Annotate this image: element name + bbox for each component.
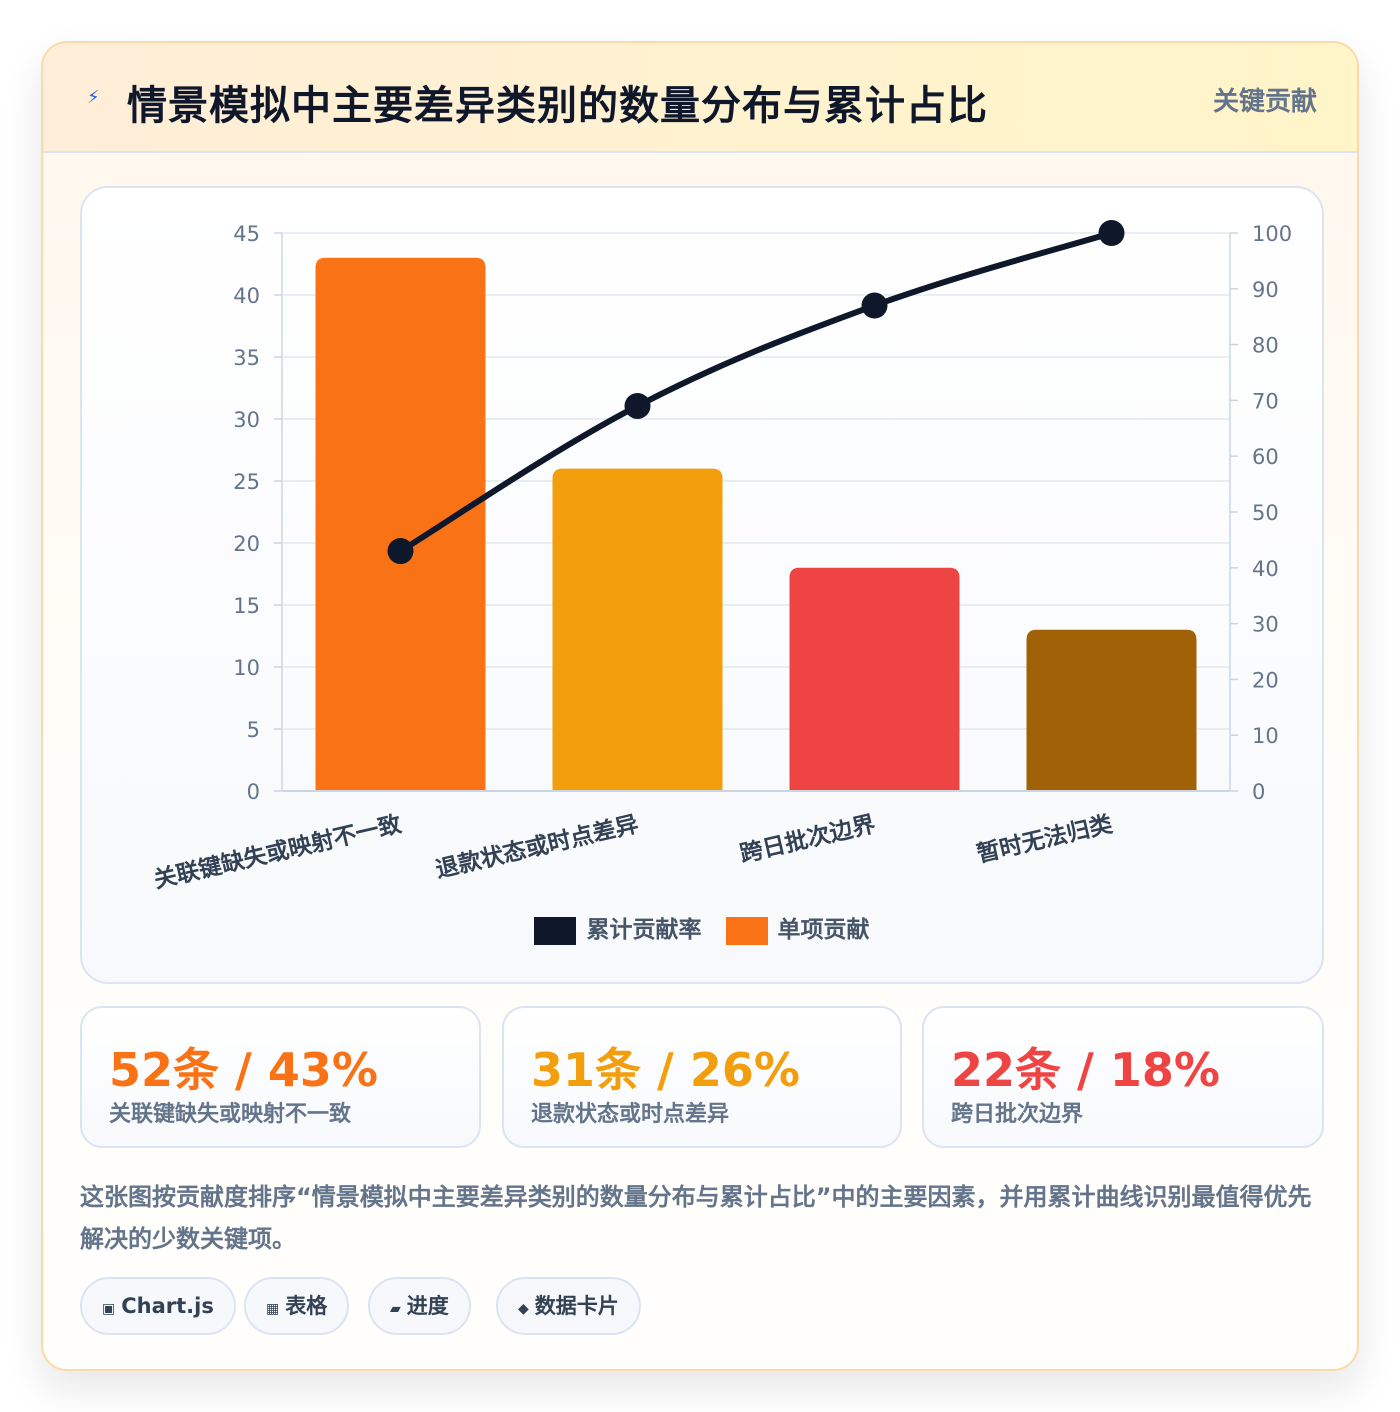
chart-icon: ▣ — [102, 1301, 116, 1317]
cumulative-point — [1098, 220, 1125, 246]
y-right-tick-label: 90 — [1252, 278, 1279, 302]
stat-value: 22条 / 18% — [951, 1043, 1220, 1097]
progress-icon: ▰ — [390, 1301, 401, 1317]
y-left-tick-label: 40 — [233, 284, 260, 308]
y-left-tick-label: 10 — [233, 656, 260, 680]
y-right-tick-label: 30 — [1252, 613, 1279, 637]
y-left-tick-label: 35 — [233, 346, 260, 370]
bar — [789, 567, 960, 791]
stat-card-2: 31条 / 26% 退款状态或时点差异 — [502, 1006, 902, 1148]
y-right-tick-label: 20 — [1252, 668, 1279, 692]
table-icon: ▦ — [266, 1301, 280, 1317]
stat-cards: 52条 / 43% 关联键缺失或映射不一致 31条 / 26% 退款状态或时点差… — [80, 1006, 1324, 1148]
y-right-tick-label: 50 — [1252, 501, 1279, 525]
tag-chartjs[interactable]: ▣ Chart.js — [80, 1277, 236, 1335]
x-tick-label: 退款状态或时点差异 — [433, 811, 641, 884]
chart-legend: 累计贡献率 单项贡献 — [82, 910, 1322, 945]
report-card: ⚡ 情景模拟中主要差异类别的数量分布与累计占比 关键贡献 0 5 10 15 20 25 3… — [41, 41, 1359, 1371]
page-title: 情景模拟中主要差异类别的数量分布与累计占比 — [127, 83, 988, 129]
bar — [1026, 629, 1197, 791]
cumulative-point — [387, 538, 414, 565]
y-left-tick-label: 5 — [247, 718, 260, 742]
cumulative-line — [397, 230, 1115, 555]
y-left-tick-label: 45 — [233, 222, 260, 246]
legend-swatch-single — [725, 916, 768, 945]
y-right-tick-label: 0 — [1252, 780, 1265, 804]
x-tick-label: 关联键缺失或映射不一致 — [151, 810, 405, 893]
y-left-tick-label: 25 — [233, 470, 260, 494]
x-tick-label: 跨日批次边界 — [737, 811, 878, 868]
tag-label: 进度 — [406, 1294, 449, 1318]
bar — [315, 257, 486, 791]
cumulative-point — [624, 392, 651, 419]
y-right-tick-label: 100 — [1252, 222, 1292, 246]
y-right-tick-label: 70 — [1252, 389, 1279, 413]
legend-label-single: 单项贡献 — [777, 917, 870, 943]
legend-item-cumulative[interactable]: 累计贡献率 — [534, 910, 701, 945]
y-right-tick-label: 10 — [1252, 724, 1279, 748]
header-tag: 关键贡献 — [1212, 87, 1317, 117]
y-right-tick-label: 80 — [1252, 334, 1279, 358]
tag-label: 数据卡片 — [534, 1294, 619, 1318]
y-right-tick-label: 60 — [1252, 445, 1279, 469]
legend-label-cumulative: 累计贡献率 — [586, 917, 702, 943]
y-left-tick-label: 15 — [233, 594, 260, 618]
y-left-tick-label: 0 — [247, 780, 260, 804]
stat-label: 退款状态或时点差异 — [531, 1102, 730, 1127]
cumulative-point — [861, 292, 888, 319]
pareto-chart: 0 5 10 15 20 25 30 35 40 45 0 10 20 30 40 50 60 70 80 90 100… — [151, 220, 1292, 894]
y-left-tick-label: 20 — [233, 532, 260, 556]
diamond-icon: ◆ — [518, 1301, 529, 1317]
y-left-tick-label: 30 — [233, 408, 260, 432]
card-header: ⚡ 情景模拟中主要差异类别的数量分布与累计占比 关键贡献 — [43, 43, 1357, 153]
stat-value: 52条 / 43% — [109, 1043, 378, 1097]
tag-table[interactable]: ▦ 表格 — [244, 1277, 350, 1335]
tag-data-card[interactable]: ◆ 数据卡片 — [496, 1277, 641, 1335]
legend-swatch-cumulative — [534, 916, 577, 945]
stat-card-3: 22条 / 18% 跨日批次边界 — [922, 1006, 1324, 1148]
lightning-icon: ⚡ — [87, 87, 100, 108]
stat-card-1: 52条 / 43% 关联键缺失或映射不一致 — [80, 1006, 481, 1148]
tag-progress[interactable]: ▰ 进度 — [368, 1277, 471, 1335]
bar — [552, 468, 723, 791]
tag-label: Chart.js — [121, 1294, 214, 1318]
tag-label: 表格 — [285, 1294, 328, 1318]
chart-description: 这张图按贡献度排序“情景模拟中主要差异类别的数量分布与累计占比”中的主要因素，并… — [80, 1183, 1312, 1253]
legend-item-single[interactable]: 单项贡献 — [725, 910, 870, 945]
stat-label: 跨日批次边界 — [951, 1102, 1084, 1127]
stat-label: 关联键缺失或映射不一致 — [109, 1102, 352, 1127]
x-tick-label: 暂时无法归类 — [974, 811, 1115, 868]
chart-panel: 0 5 10 15 20 25 30 35 40 45 0 10 20 30 40 50 60 70 80 90 100… — [80, 186, 1324, 984]
y-right-tick-label: 40 — [1252, 557, 1279, 581]
stat-value: 31条 / 26% — [531, 1043, 800, 1097]
